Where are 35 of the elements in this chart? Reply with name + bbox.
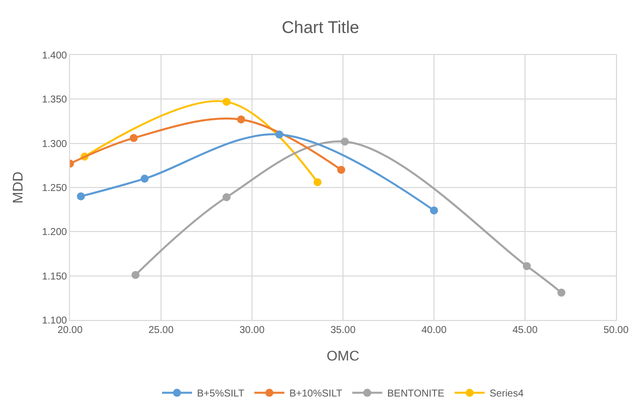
point bbox=[222, 98, 231, 106]
point bbox=[522, 262, 531, 270]
x-axis-title: OMC bbox=[326, 347, 360, 364]
x-tick-label: 20.00 bbox=[57, 325, 83, 336]
point bbox=[430, 206, 438, 214]
legend-label: Series4 bbox=[490, 388, 524, 400]
point bbox=[140, 174, 149, 183]
y-tick-label: 1.100 bbox=[42, 316, 68, 326]
chart-title: Chart Title bbox=[282, 18, 360, 37]
point bbox=[237, 115, 246, 124]
point bbox=[314, 178, 322, 186]
y-tick-label: 1.250 bbox=[42, 183, 68, 194]
point bbox=[222, 193, 231, 202]
x-tick-label: 45.00 bbox=[512, 325, 538, 336]
point bbox=[76, 192, 85, 200]
point bbox=[275, 130, 284, 138]
legend-label: BENTONITE bbox=[387, 388, 445, 400]
y-tick-label: 1.150 bbox=[42, 271, 68, 282]
y-axis-title: MDD bbox=[10, 172, 26, 204]
x-tick-label: 25.00 bbox=[148, 325, 174, 336]
point bbox=[557, 288, 566, 297]
x-tick-label: 35.00 bbox=[330, 325, 356, 336]
point bbox=[340, 138, 349, 146]
y-tick-label: 1.300 bbox=[42, 138, 68, 150]
x-tick-label: 30.00 bbox=[239, 325, 265, 336]
y-tick-label: 1.350 bbox=[42, 94, 68, 106]
x-tick-label: 40.00 bbox=[421, 325, 447, 336]
point bbox=[132, 270, 140, 279]
x-tick-label: 50.00 bbox=[603, 325, 629, 336]
point bbox=[130, 134, 138, 142]
legend-label: B+5%SILT bbox=[197, 388, 244, 400]
legend-label: B+10%SILT bbox=[289, 388, 342, 400]
point bbox=[337, 166, 346, 174]
y-tick-label: 1.400 bbox=[42, 50, 68, 62]
y-tick-label: 1.200 bbox=[42, 227, 68, 238]
